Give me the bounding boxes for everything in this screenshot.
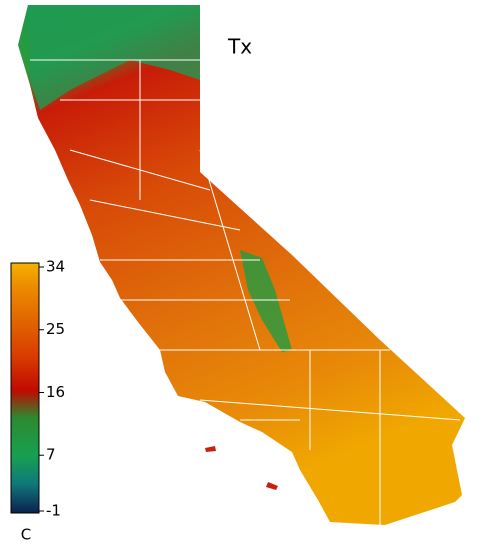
colorbar [10,262,40,514]
colorbar-unit: C [21,526,31,544]
colorbar-tick-label: 25 [46,320,65,338]
north-green [28,5,200,110]
county-lines [30,59,461,525]
california-map [18,5,465,525]
island [205,446,216,452]
colorbar-tick-label: 7 [46,446,56,464]
map-title: Tx [227,35,252,59]
state-shape [18,5,465,525]
island [266,482,278,490]
sierra-green [240,250,292,352]
colorbar-tick-label: -1 [46,502,61,520]
colorbar-tick-label: 16 [46,383,65,401]
colorbar-tick-label: 34 [46,258,65,276]
